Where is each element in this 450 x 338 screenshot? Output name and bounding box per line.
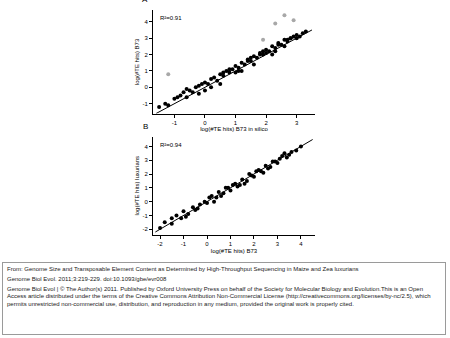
svg-text:4: 4 (144, 19, 148, 25)
svg-text:log(#TE hits) B73: log(#TE hits) B73 (211, 248, 258, 254)
html-text:Genome Biol Evol. 2011;3:219-2: Genome Biol Evol. 2011;3:219-229. doi:10… (7, 275, 167, 282)
svg-text:2: 2 (144, 52, 148, 58)
svg-text:-1: -1 (142, 101, 148, 107)
svg-text:3: 3 (295, 120, 299, 126)
html-text:From: Genome Size and Transpos: From: Genome Size and Transposable Eleme… (7, 266, 359, 272)
svg-text:4: 4 (299, 241, 303, 247)
svg-text:3: 3 (144, 157, 148, 163)
svg-text:-1: -1 (181, 241, 187, 247)
svg-text:-2: -2 (142, 226, 148, 232)
svg-text:1: 1 (144, 68, 148, 74)
svg-text:-2: -2 (157, 241, 163, 247)
svg-text:-1: -1 (172, 120, 178, 126)
svg-text:2: 2 (144, 171, 148, 177)
svg-text:1: 1 (234, 120, 238, 126)
svg-text:2: 2 (264, 120, 268, 126)
svg-text:log(#TE hits) B73 in silico: log(#TE hits) B73 in silico (200, 126, 268, 132)
svg-text:R²=0.91: R²=0.91 (160, 15, 182, 21)
svg-text:0: 0 (203, 120, 207, 126)
html-text:Genome Biol Evol | © The Autho: Genome Biol Evol | © The Author(s) 2011.… (7, 285, 431, 308)
svg-text:log(#TE hits) luxurians: log(#TE hits) luxurians (134, 156, 140, 216)
svg-text:A: A (142, 0, 148, 4)
svg-text:3: 3 (144, 35, 148, 41)
svg-text:3: 3 (276, 241, 280, 247)
svg-text:0: 0 (205, 241, 209, 247)
svg-text:0: 0 (144, 199, 148, 205)
svg-text:4: 4 (144, 144, 148, 150)
svg-text:R²=0.94: R²=0.94 (160, 142, 182, 148)
svg-text:2: 2 (252, 241, 256, 247)
svg-text:log(#TE hits) B73: log(#TE hits) B73 (134, 38, 140, 85)
svg-text:0: 0 (144, 84, 148, 90)
svg-text:1: 1 (144, 185, 148, 191)
svg-text:-1: -1 (142, 213, 148, 219)
svg-text:B: B (143, 122, 148, 131)
svg-text:1: 1 (229, 241, 233, 247)
